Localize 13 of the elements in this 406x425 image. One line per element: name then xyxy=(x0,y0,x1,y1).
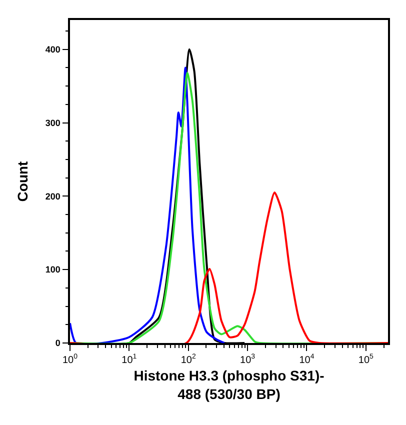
x-tick-label: 10$^{4}$ xyxy=(299,354,314,366)
x-axis-title: Histone H3.3 (phospho S31)- 488 (530/30 BP) xyxy=(134,368,325,402)
y-axis-title: Count xyxy=(14,160,31,202)
x-tick-label: 10$^{2}$ xyxy=(180,354,196,366)
x-tick-label: 10$^{1}$ xyxy=(122,354,137,366)
y-tick-label: 0 xyxy=(55,338,60,348)
y-tick-label: 300 xyxy=(45,118,60,128)
x-tick-label: 10$^{0}$ xyxy=(62,354,78,366)
x-tick-label: 10$^{5}$ xyxy=(358,354,374,366)
x-tick-label: 10$^{3}$ xyxy=(240,354,256,366)
y-tick-label: 400 xyxy=(45,44,60,55)
y-tick-label: 200 xyxy=(45,191,60,202)
y-tick-label: 100 xyxy=(45,264,60,275)
